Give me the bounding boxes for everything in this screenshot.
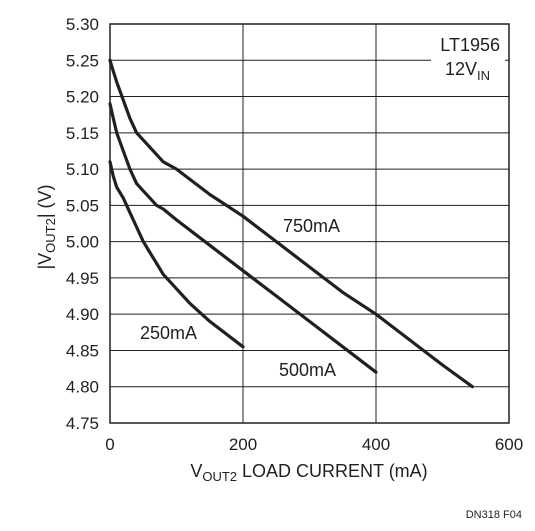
- series-line-750mA: [108, 58, 474, 389]
- annotation-line2: 12VIN: [445, 59, 490, 83]
- series-line-250mA: [108, 160, 245, 349]
- x-tick-label: 400: [362, 435, 390, 454]
- y-tick-labels: 4.75 4.80 4.85 4.90 4.95 5.00 5.05 5.10 5.15 5.20…: [66, 15, 99, 433]
- series-label-750mA: 750mA: [283, 216, 340, 236]
- y-axis-title: |VOUT2| (V): [35, 184, 58, 269]
- y-tick-label: 4.75: [66, 414, 99, 433]
- series-line-500mA: [108, 102, 378, 374]
- series-label-500mA: 500mA: [279, 360, 336, 380]
- y-tick-label: 5.20: [66, 88, 99, 107]
- annotation-line1: LT1956: [440, 35, 500, 55]
- y-tick-label: 5.05: [66, 196, 99, 215]
- y-tick-label: 5.10: [66, 160, 99, 179]
- x-tick-label: 0: [105, 435, 114, 454]
- x-axis-title: VOUT2 LOAD CURRENT (mA): [190, 461, 427, 484]
- x-tick-labels: 0 200 400 600: [105, 435, 523, 454]
- y-tick-label: 4.95: [66, 269, 99, 288]
- y-tick-label: 4.90: [66, 305, 99, 324]
- y-tick-label: 5.30: [66, 15, 99, 34]
- annotation-box: [431, 30, 505, 86]
- y-tick-label: 5.15: [66, 124, 99, 143]
- y-tick-label: 4.85: [66, 341, 99, 360]
- y-tick-label: 5.25: [66, 51, 99, 70]
- x-tick-label: 600: [495, 435, 523, 454]
- figure-id: DN318 F04: [466, 509, 522, 521]
- plot-frame: [109, 23, 510, 424]
- x-tick-label: 200: [229, 435, 257, 454]
- y-tick-label: 4.80: [66, 378, 99, 397]
- series-lines: [108, 58, 474, 389]
- y-tick-label: 5.00: [66, 233, 99, 252]
- series-label-250mA: 250mA: [140, 323, 197, 343]
